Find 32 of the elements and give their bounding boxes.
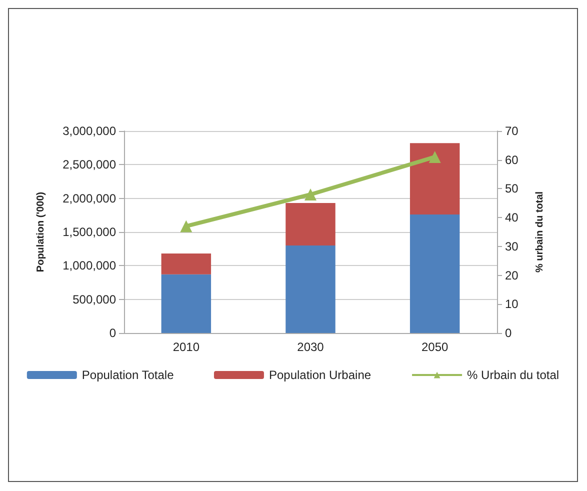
x-tick-label: 2050	[421, 340, 449, 354]
bar	[410, 143, 460, 214]
y-tick-label: 2,000,000	[62, 191, 116, 206]
bar	[410, 214, 460, 333]
y2-axis-title: % urbain du total	[534, 191, 546, 273]
y2-tick-label: 30	[505, 239, 519, 254]
point	[428, 150, 441, 163]
y2-tick-label: 60	[505, 152, 519, 167]
y-axis-title: Population ('000)	[36, 192, 46, 272]
y-tick-label: 1,000,000	[62, 258, 116, 273]
y2-tick-label: 70	[505, 124, 519, 138]
y2-tick-label: 10	[505, 297, 519, 312]
y-tick-label: 1,500,000	[62, 225, 116, 239]
bar	[161, 274, 212, 333]
y-tick-label: 500,000	[72, 292, 116, 306]
x-tick-label: 2030	[297, 340, 324, 354]
y-tick-label: 3,000,000	[62, 124, 116, 138]
y2-tick-label: 50	[505, 182, 519, 196]
legend-label: % Urbain du total	[467, 368, 560, 382]
x-tick-label: 2010	[172, 340, 200, 354]
bar	[286, 203, 336, 246]
point	[304, 188, 316, 200]
y2-tick-label: 40	[505, 210, 519, 225]
legend-label: Population Urbaine	[268, 368, 372, 382]
point	[180, 220, 192, 232]
bar	[286, 245, 336, 333]
bar	[161, 254, 212, 274]
y-tick-label: 2,500,000	[62, 158, 116, 172]
legend-label: Population Totale	[82, 368, 174, 382]
y2-tick-label: 20	[505, 268, 519, 282]
y-tick-label: 0	[109, 326, 116, 340]
y2-tick-label: 0	[505, 326, 512, 340]
